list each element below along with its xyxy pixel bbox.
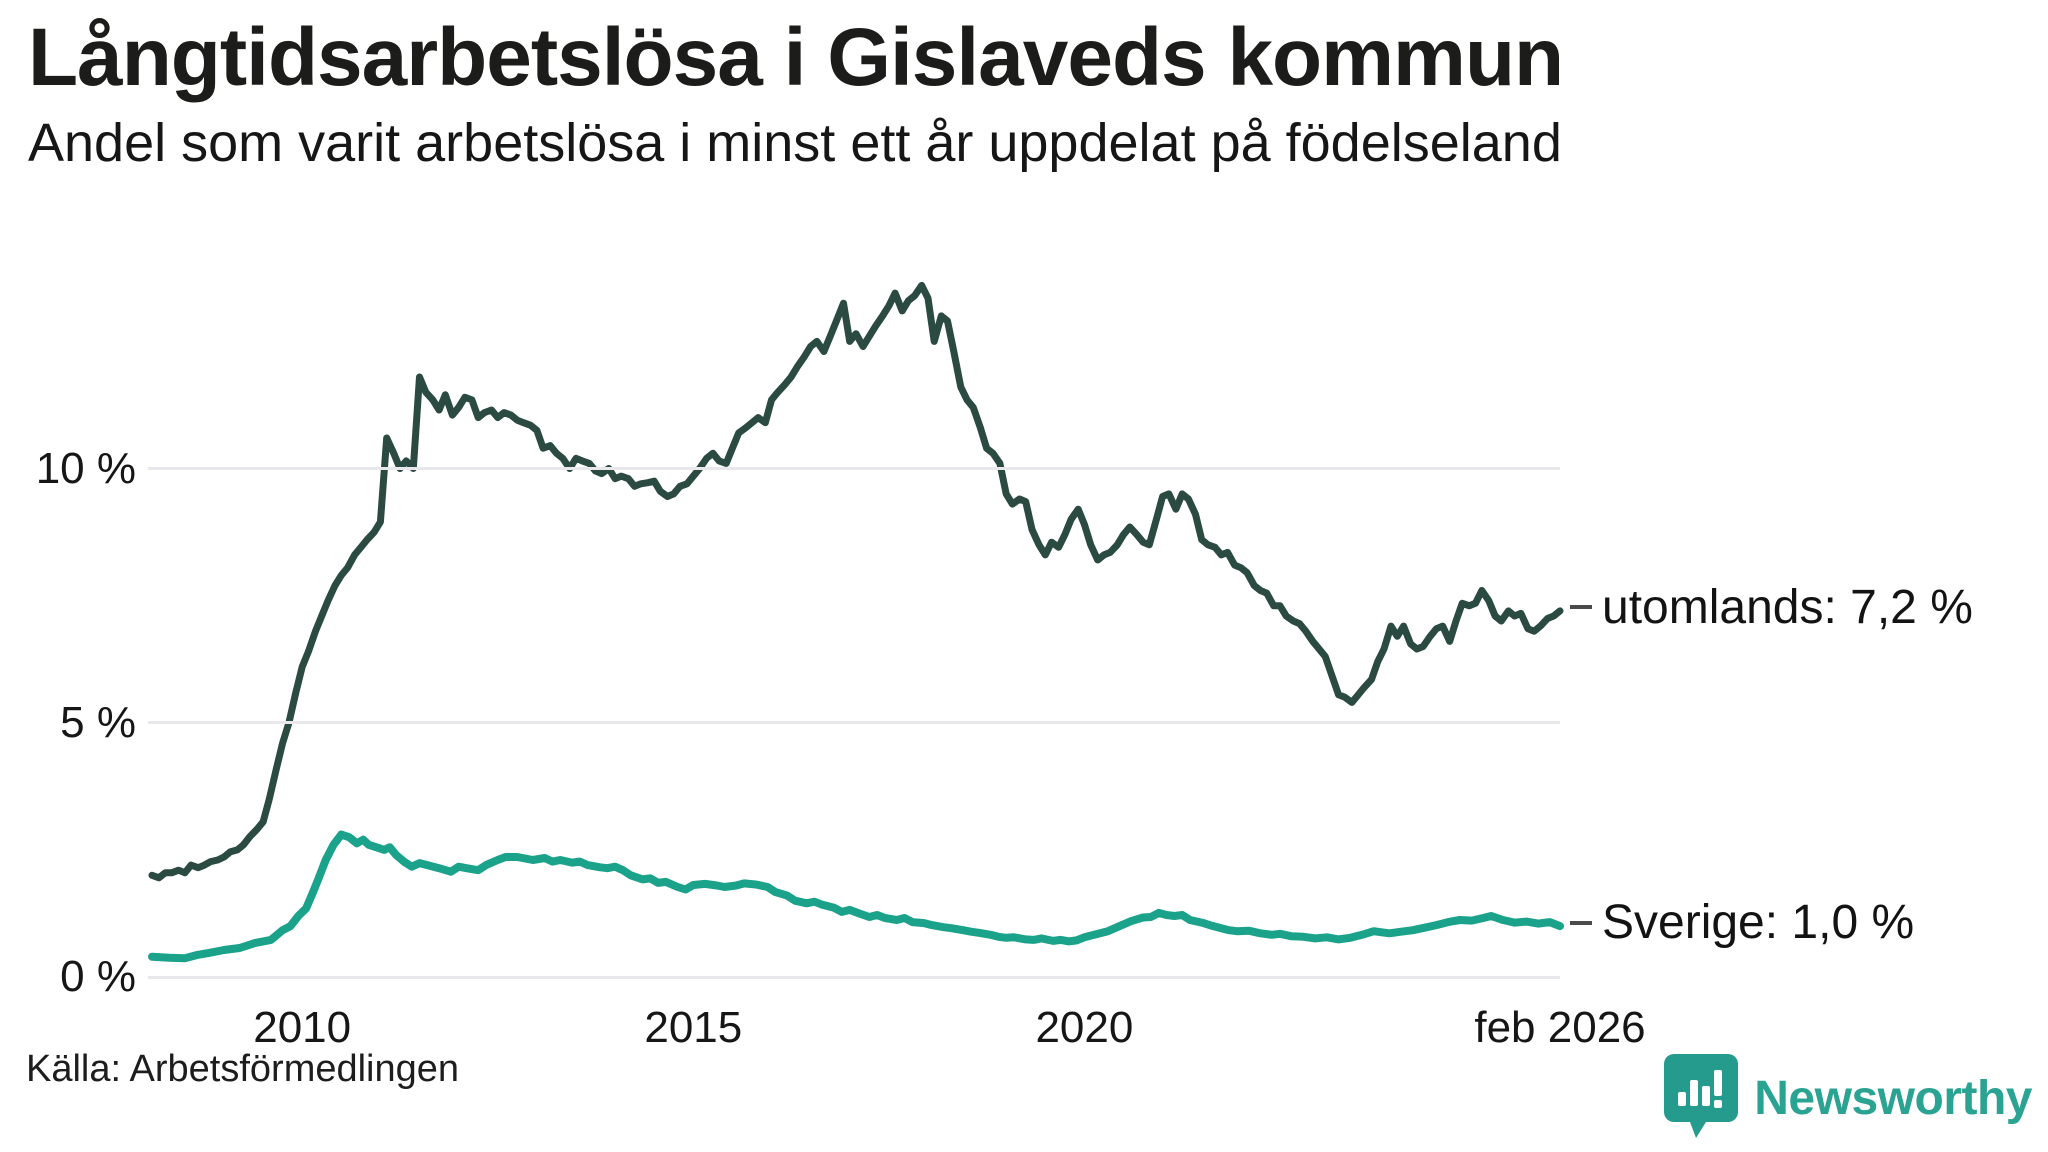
annotation-sverige-label: Sverige: 1,0 % <box>1602 896 1915 950</box>
x-tick-label: 2020 <box>1035 1003 1134 1052</box>
gridline <box>148 721 1560 725</box>
annotation-utomlands: utomlands: 7,2 % <box>1570 580 1973 635</box>
newsworthy-logo[interactable]: Newsworthy <box>1662 1052 2032 1144</box>
bar-chart-pin-icon <box>1664 1054 1739 1138</box>
page-subtitle: Andel som varit arbetslösa i minst ett å… <box>28 113 1562 173</box>
page-title: Långtidsarbetslösa i Gislaveds kommun <box>28 12 1564 103</box>
gridline <box>148 467 1560 470</box>
annotation-dash <box>1570 605 1592 610</box>
y-tick-label: 10 % <box>35 443 136 493</box>
y-tick-label: 0 % <box>60 952 136 1001</box>
series-line-utomlands <box>148 281 1564 882</box>
y-tick-label: 5 % <box>60 697 136 747</box>
series-line-sverige <box>148 830 1564 963</box>
x-tick-label: feb 2026 <box>1474 1003 1646 1052</box>
brand-name: Newsworthy <box>1754 1071 2032 1125</box>
gridline <box>148 975 1560 979</box>
annotation-utomlands-label: utomlands: 7,2 % <box>1602 580 1973 634</box>
x-tick-label: 2015 <box>644 1003 743 1052</box>
annotation-dash <box>1570 920 1592 925</box>
x-tick-label: 2010 <box>253 1003 352 1052</box>
annotation-sverige: Sverige: 1,0 % <box>1570 895 1914 950</box>
source-note: Källa: Arbetsförmedlingen <box>26 1048 460 1090</box>
